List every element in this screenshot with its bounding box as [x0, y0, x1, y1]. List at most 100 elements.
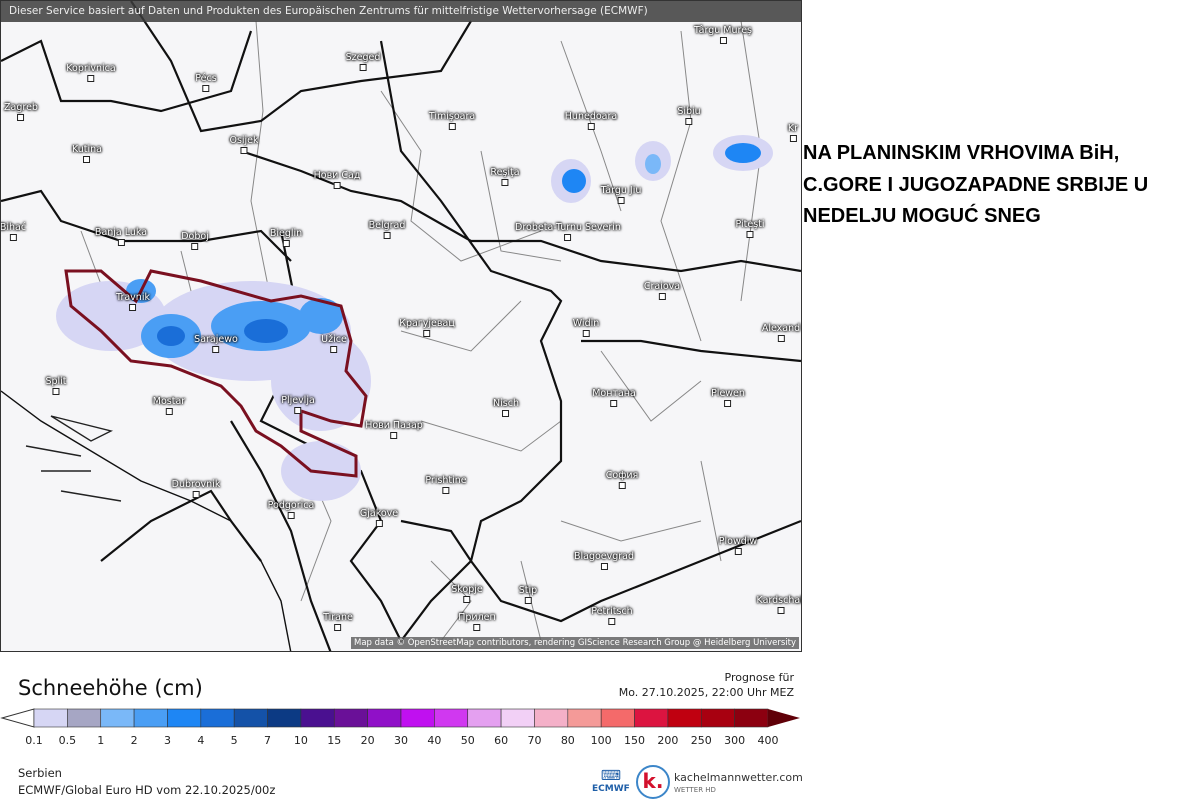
map-layer — [1, 1, 801, 651]
map-attribution: Map data © OpenStreetMap contributors, r… — [351, 637, 799, 649]
kachelmann-text: kachelmannwetter.com WETTER HD — [674, 771, 803, 794]
city-label: Нови Сад — [314, 171, 360, 189]
tick-label: 5 — [230, 734, 238, 747]
city-label: Banja Luka — [95, 228, 147, 246]
ecmwf-banner: Dieser Service basiert auf Daten und Pro… — [1, 1, 801, 22]
city-label: Bihać — [1, 223, 26, 241]
color-bin — [167, 708, 202, 728]
city-label: Pljevlja — [281, 396, 315, 414]
city-label: Szeged — [346, 53, 380, 71]
ecmwf-logo: ⌨ ECMWF — [592, 768, 630, 794]
city-label: Blagoevgrad — [574, 552, 634, 570]
tick-label: 2 — [130, 734, 138, 747]
tick-label: 80 — [560, 734, 575, 747]
tick-label: 0.5 — [58, 734, 77, 747]
tick-label: 10 — [293, 734, 308, 747]
color-bin — [67, 708, 102, 728]
city-label: Dubrovnik — [172, 480, 220, 498]
region-label: Serbien — [18, 766, 62, 780]
city-label: Skopje — [451, 585, 483, 603]
model-info: Serbien ECMWF/Global Euro HD vom 22.10.2… — [18, 765, 275, 799]
city-label: Nisch — [493, 399, 519, 417]
color-bin — [233, 708, 268, 728]
color-bin — [600, 708, 635, 728]
tick-label: 200 — [657, 734, 679, 747]
tick-label: 4 — [197, 734, 205, 747]
city-label: Kardschali — [757, 596, 801, 614]
city-label: Прилеп — [458, 613, 496, 631]
tick-label: 50 — [460, 734, 475, 747]
color-bin — [567, 708, 602, 728]
city-label: Plowdiw — [719, 537, 757, 555]
city-label: Монтана — [592, 389, 636, 407]
city-label: Koprivnica — [66, 64, 116, 82]
color-bin — [200, 708, 235, 728]
city-label: Plewen — [711, 389, 745, 407]
city-label: Kr — [788, 124, 798, 142]
color-bin — [267, 708, 302, 728]
kachelmann-logo: k. — [636, 765, 670, 799]
color-bin — [33, 708, 68, 728]
city-label: Osijek — [229, 136, 259, 154]
city-label: Нови Пазар — [365, 421, 423, 439]
color-bin — [333, 708, 368, 728]
city-label: Tirane — [323, 613, 353, 631]
color-bin — [667, 708, 702, 728]
tick-label: 20 — [360, 734, 375, 747]
color-bin — [434, 708, 469, 728]
forecast-label: Prognose für — [724, 671, 795, 684]
city-label: Petritsch — [591, 607, 633, 625]
over-range-arrow — [768, 709, 800, 727]
tick-label: 150 — [624, 734, 646, 747]
color-scale-bar — [0, 708, 800, 728]
tick-label: 15 — [327, 734, 342, 747]
tick-label: 250 — [690, 734, 712, 747]
tick-label: 60 — [494, 734, 509, 747]
color-bin — [400, 708, 435, 728]
color-bin — [100, 708, 135, 728]
color-bin — [467, 708, 502, 728]
city-label: Drobeta-Turnu Severin — [515, 223, 621, 241]
color-scale-ticks: 0.1 0.5 1 2 3 4 5 7 10 15 20 30 40 50 60 70 80 100 150 200 2… — [0, 734, 800, 750]
forecast-time: Mo. 27.10.2025, 22:00 Uhr MEZ — [618, 686, 794, 699]
city-label: Bieglin — [270, 229, 302, 247]
city-label: Widin — [573, 319, 599, 337]
snow-depth-map[interactable]: Dieser Service basiert auf Daten und Pro… — [0, 0, 802, 652]
tick-label: 0.1 — [25, 734, 43, 747]
city-label: Pécs — [195, 74, 217, 92]
city-label: Sarajewo — [194, 335, 238, 353]
color-bin — [500, 708, 535, 728]
city-label: Крагујевац — [399, 319, 455, 337]
color-bin — [367, 708, 402, 728]
model-run: ECMWF/Global Euro HD vom 22.10.2025/00z — [18, 783, 276, 797]
city-label: Hunedoara — [565, 112, 617, 130]
color-bin — [734, 708, 769, 728]
under-range-arrow — [0, 708, 35, 728]
city-label: Split — [45, 377, 67, 395]
forecast-info: Prognose für Mo. 27.10.2025, 22:00 Uhr M… — [619, 670, 794, 700]
city-label: Târgu Mureş — [694, 26, 752, 44]
tick-label: 70 — [527, 734, 542, 747]
city-label: Gjakove — [360, 509, 398, 527]
tick-label: 30 — [394, 734, 408, 747]
city-label: Craiova — [644, 282, 680, 300]
city-label: Podgorica — [268, 501, 314, 519]
city-label: Mostar — [153, 397, 185, 415]
city-label: Timişoara — [429, 112, 475, 130]
city-label: София — [606, 471, 638, 489]
color-bin — [300, 708, 335, 728]
tick-label: 300 — [724, 734, 746, 747]
city-label: Doboj — [181, 232, 209, 250]
city-label: Târgu Jiu — [601, 186, 641, 204]
legend-title: Schneehöhe (cm) — [18, 676, 203, 700]
tick-label: 40 — [427, 734, 442, 747]
city-label: Užice — [321, 335, 347, 353]
city-label: Travnik — [116, 293, 150, 311]
color-bin — [133, 708, 168, 728]
headline: NA PLANINSKIM VRHOVIMA BiH, C.GORE I JUG… — [803, 142, 1149, 227]
city-label: Kutina — [72, 145, 102, 163]
tick-label: 400 — [757, 734, 779, 747]
city-label: Belgrad — [369, 221, 405, 239]
city-label: Reşiţa — [490, 168, 520, 186]
tick-label: 3 — [163, 734, 171, 747]
